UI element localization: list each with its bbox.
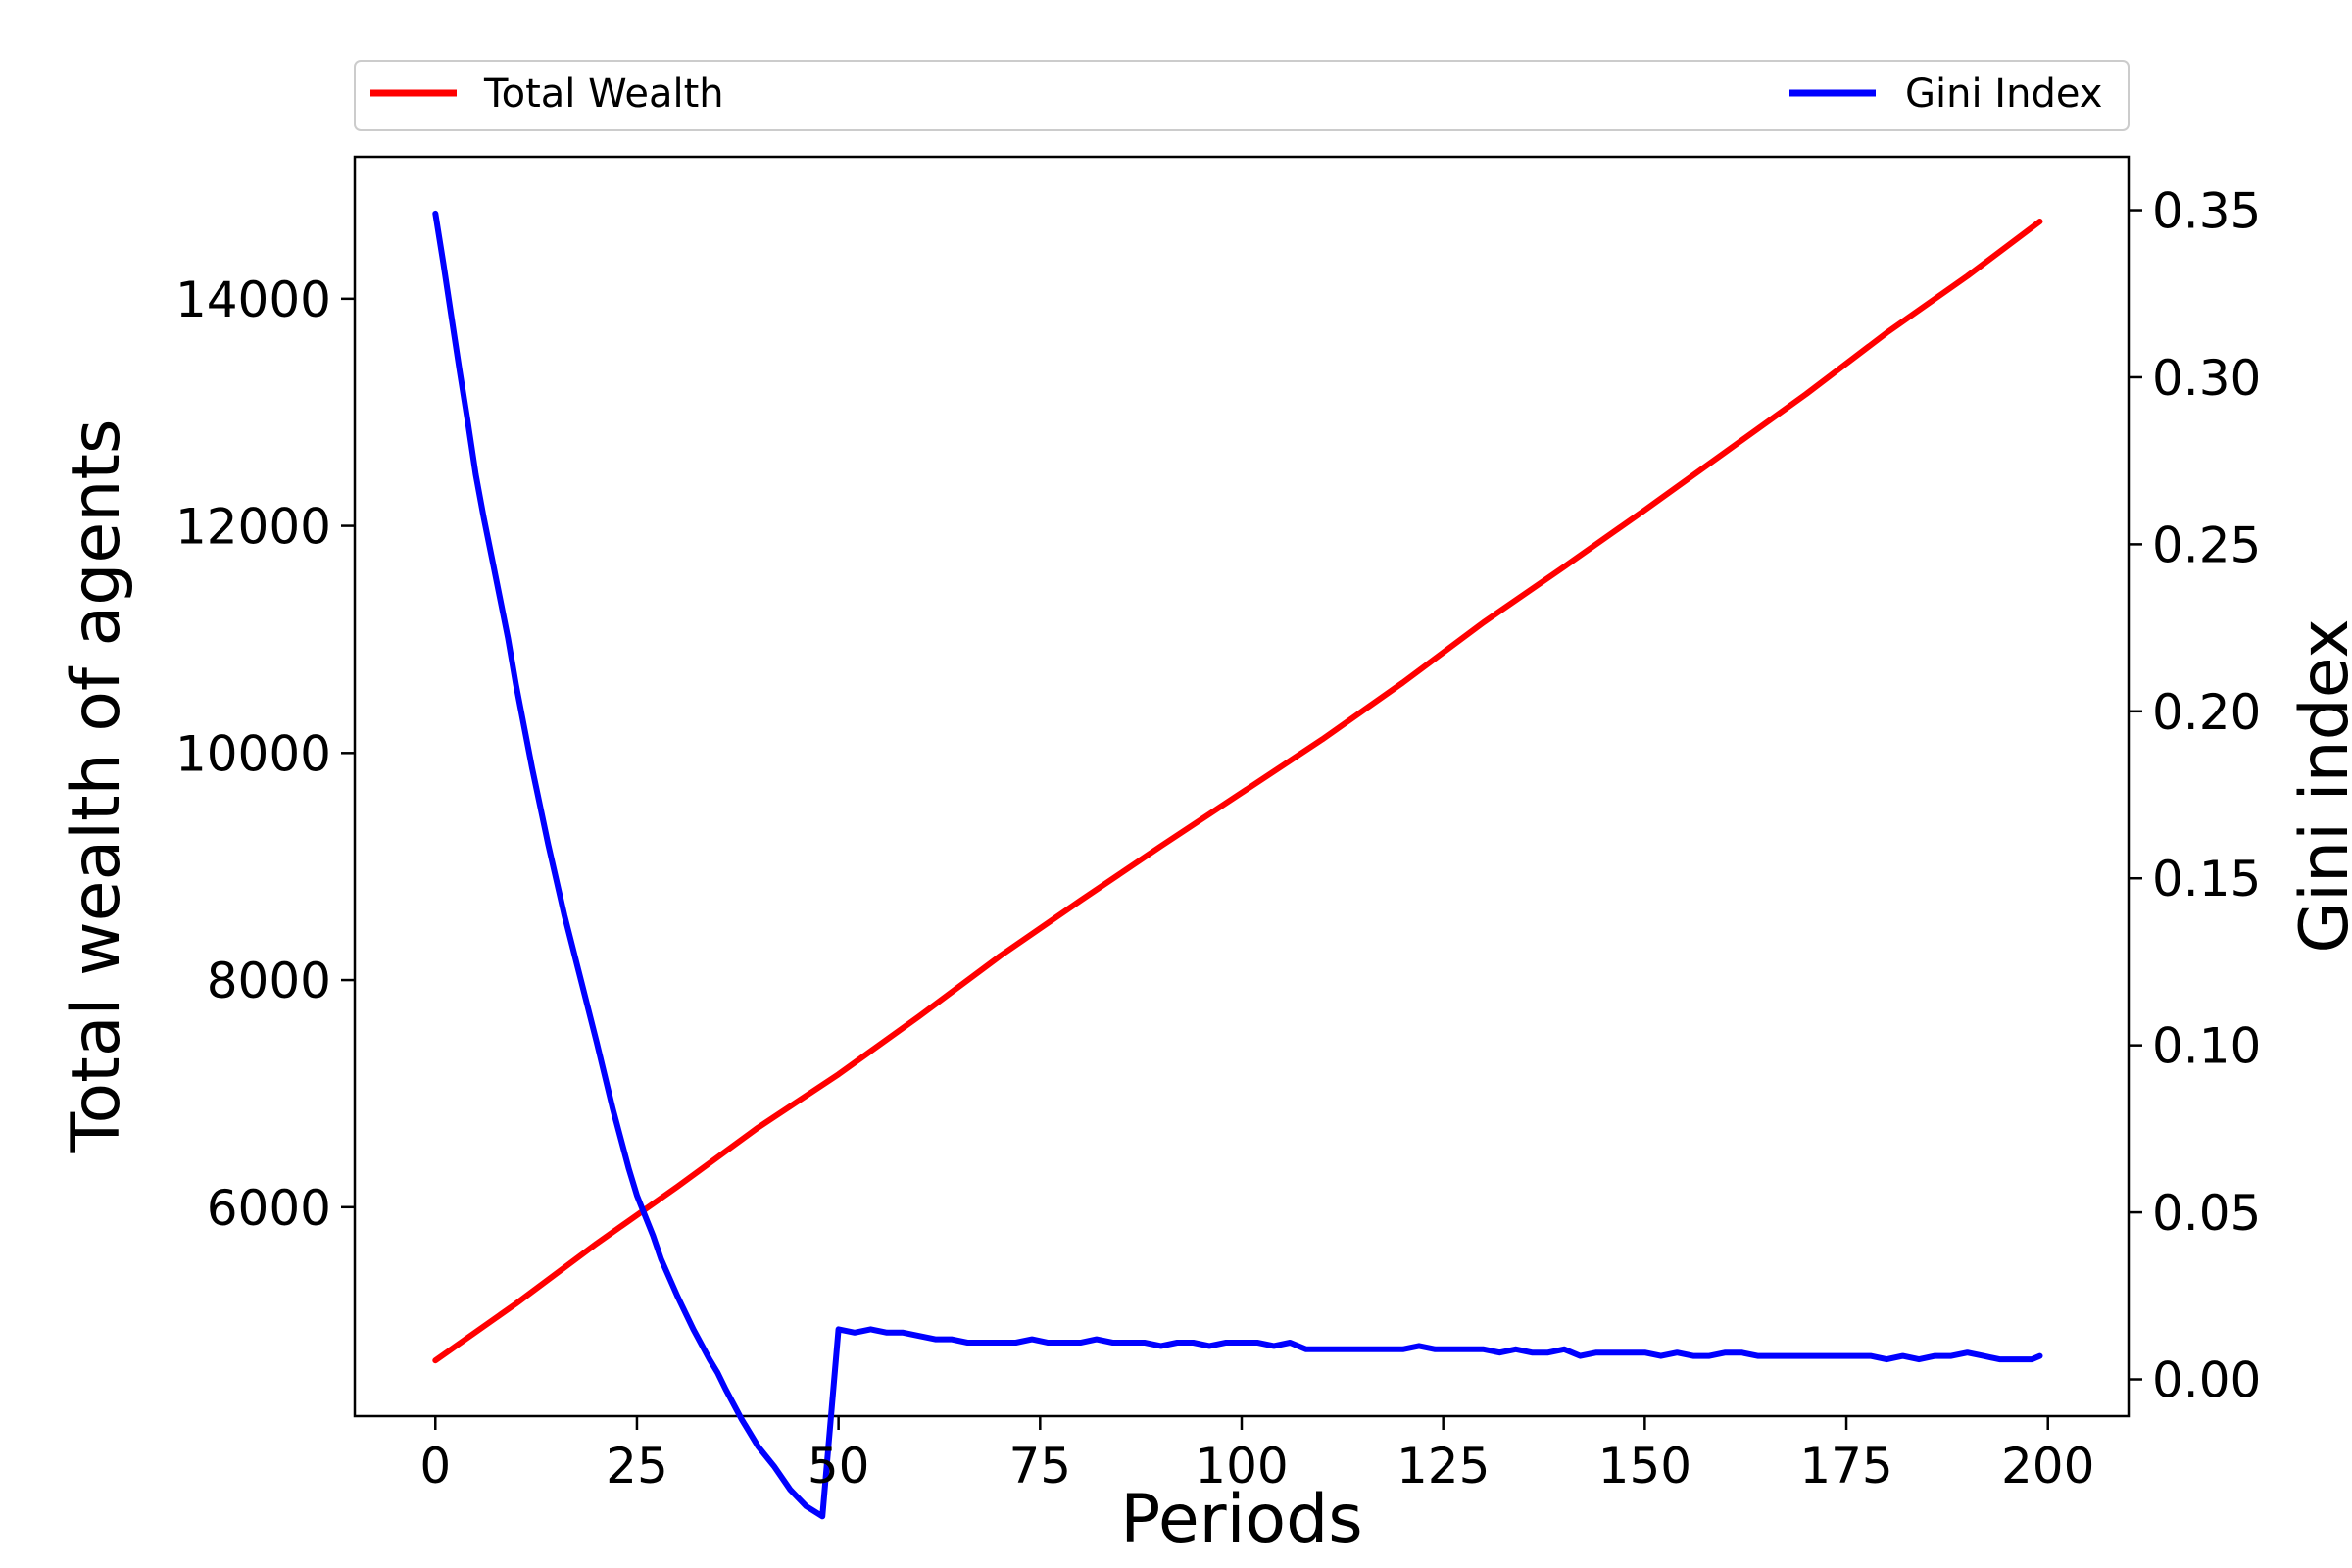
- y-axis-title: Total wealth of agents: [58, 419, 135, 1154]
- x-tick-label: 25: [606, 1438, 668, 1494]
- y-tick-label: 8000: [207, 953, 331, 1009]
- x-tick-label: 75: [1009, 1438, 1072, 1494]
- y2-tick-label: 0.25: [2152, 516, 2261, 573]
- y-tick-label: 14000: [175, 271, 331, 328]
- series-line-gini-index: [432, 210, 2043, 1520]
- y2-tick-label: 0.10: [2152, 1018, 2261, 1075]
- x-tick-label: 100: [1195, 1438, 1288, 1494]
- x-tick-label: 200: [2001, 1438, 2094, 1494]
- legend-label-total-wealth: Total Wealth: [483, 72, 724, 117]
- legend: Total Wealth Gini Index: [354, 60, 2130, 131]
- legend-label-gini-index: Gini Index: [1905, 72, 2102, 117]
- x-axis-title: Periods: [1120, 1481, 1362, 1558]
- x-tick-label: 175: [1799, 1438, 1892, 1494]
- x-tick-label: 50: [808, 1438, 870, 1494]
- legend-box: [354, 60, 2130, 131]
- y2-tick-label: 0.30: [2152, 350, 2261, 407]
- series-line-total-wealth: [432, 219, 2043, 1364]
- x-tick-label: 0: [419, 1438, 451, 1494]
- series-layer: [432, 210, 2043, 1520]
- y-tick-label: 6000: [207, 1180, 331, 1237]
- x-tick-label: 125: [1396, 1438, 1490, 1494]
- x-axis: 0 25 50 75 100 125 150 175 200: [419, 1416, 2094, 1494]
- y2-tick-label: 0.15: [2152, 851, 2261, 907]
- y-tick-label: 12000: [175, 499, 331, 556]
- y-axis-right: 0.00 0.05 0.10 0.15 0.20 0.25 0.30 0.35: [2129, 183, 2261, 1409]
- y2-axis-title: Gini index: [2286, 618, 2352, 953]
- y2-tick-label: 0.35: [2152, 183, 2261, 240]
- y2-tick-label: 0.00: [2152, 1352, 2261, 1409]
- y2-tick-label: 0.20: [2152, 684, 2261, 741]
- y-axis-left: 6000 8000 10000 12000 14000: [175, 271, 355, 1237]
- y2-tick-label: 0.05: [2152, 1185, 2261, 1242]
- y-tick-label: 10000: [175, 725, 331, 782]
- x-tick-label: 150: [1598, 1438, 1691, 1494]
